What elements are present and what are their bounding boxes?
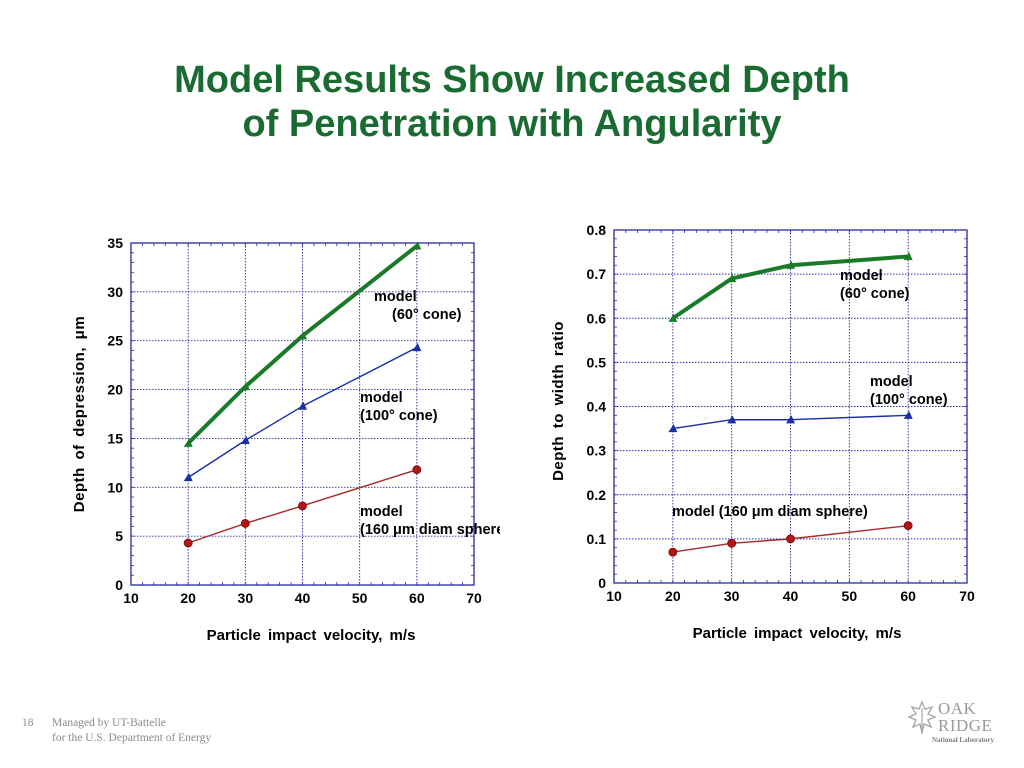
data-point-cone100 xyxy=(786,415,795,424)
data-point-cone100 xyxy=(298,401,307,410)
data-point-sphere xyxy=(183,538,193,548)
data-point-cone60 xyxy=(727,274,737,283)
x-tick-label: 50 xyxy=(352,590,368,606)
x-tick-label: 10 xyxy=(606,588,622,604)
x-tick-label: 70 xyxy=(959,588,975,604)
data-point-sphere xyxy=(786,534,795,544)
annotation-cone100: model xyxy=(870,374,913,390)
y-tick-label: 0.8 xyxy=(587,222,607,238)
annotation-cone60: model xyxy=(840,268,883,284)
y-tick-label: 0 xyxy=(115,577,123,593)
slide-title-line-1: Model Results Show Increased Depth xyxy=(174,59,850,101)
page-number: 18 xyxy=(22,717,34,729)
logo-word-oak: OAK xyxy=(938,699,977,718)
x-tick-label: 60 xyxy=(409,590,425,606)
logo-national-laboratory: National Laboratory xyxy=(932,736,995,744)
y-tick-label: 0.6 xyxy=(587,310,607,326)
x-tick-label: 50 xyxy=(842,588,858,604)
y-axis-label: Depth to width ratio xyxy=(550,321,567,481)
series-line-cone100 xyxy=(187,346,418,479)
y-axis-label: Depth of depression, μm xyxy=(71,316,88,512)
depth-of-depression-chart: 10 20 30 40 50 60 70 0 5 10 15 20 25 30 35 Particle imp… xyxy=(71,235,500,644)
footer-managed-by: Managed by UT-Battelle xyxy=(52,717,166,729)
x-tick-label: 60 xyxy=(900,588,916,604)
annotation-sphere: model xyxy=(360,504,403,520)
y-tick-label: 0.5 xyxy=(587,354,607,370)
annotation-cone100: (100° cone) xyxy=(870,392,948,408)
x-tick-label: 10 xyxy=(123,590,139,606)
data-point-sphere xyxy=(727,538,737,548)
x-tick-label: 20 xyxy=(665,588,681,604)
y-tick-label: 25 xyxy=(107,333,123,349)
y-tick-label: 0 xyxy=(598,575,606,591)
x-tick-label: 70 xyxy=(466,590,482,606)
data-point-cone60 xyxy=(183,438,193,447)
y-tick-label: 5 xyxy=(115,528,123,544)
y-tick-label: 20 xyxy=(107,382,123,398)
data-point-cone60 xyxy=(298,331,307,340)
x-axis-label: Particle impact velocity, m/s xyxy=(207,627,416,644)
slide-title: Model Results Show Increased Depth of Pe… xyxy=(0,58,1024,146)
y-tick-label: 30 xyxy=(107,284,123,300)
y-tick-label: 0.3 xyxy=(587,443,607,459)
series-line-cone100 xyxy=(672,414,909,430)
x-tick-label: 30 xyxy=(238,590,254,606)
y-tick-label: 0.4 xyxy=(587,399,607,415)
data-point-sphere xyxy=(240,519,250,528)
data-point-cone100 xyxy=(240,435,250,444)
data-point-sphere xyxy=(412,465,422,475)
data-point-sphere xyxy=(903,521,913,531)
annotation-sphere: (160 μm diam sphere) xyxy=(360,522,500,538)
data-point-cone60 xyxy=(668,313,678,322)
annotation-cone100: (100° cone) xyxy=(360,408,438,424)
series-line-cone60 xyxy=(671,254,909,320)
series-line-cone60 xyxy=(186,244,419,445)
oak-ridge-logo: OAK RIDGE National Laboratory xyxy=(908,698,1008,748)
slide-title-line-2: of Penetration with Angularity xyxy=(242,103,782,145)
data-point-sphere xyxy=(668,547,678,557)
data-point-cone100 xyxy=(903,410,913,419)
y-tick-label: 0.1 xyxy=(587,531,607,547)
x-tick-label: 20 xyxy=(180,590,196,606)
annotation-cone60: (60° cone) xyxy=(840,286,910,302)
data-point-cone100 xyxy=(183,473,193,482)
y-tick-label: 0.7 xyxy=(587,266,607,282)
x-tick-label: 30 xyxy=(724,588,740,604)
data-point-cone100 xyxy=(668,424,678,433)
x-axis-label: Particle impact velocity, m/s xyxy=(693,625,902,642)
series-line-sphere xyxy=(672,524,909,553)
y-tick-label: 10 xyxy=(107,479,123,495)
oak-leaf-icon xyxy=(908,700,936,734)
series-line-sphere xyxy=(187,469,418,544)
data-point-sphere xyxy=(298,501,307,511)
data-point-cone60 xyxy=(240,382,250,391)
data-point-cone60 xyxy=(786,260,795,269)
footer-department: for the U.S. Department of Energy xyxy=(52,732,212,744)
data-point-cone100 xyxy=(412,343,422,352)
data-point-cone100 xyxy=(727,415,737,424)
annotation-sphere: model (160 μm diam sphere) xyxy=(672,504,868,520)
y-tick-label: 35 xyxy=(107,235,123,251)
x-tick-label: 40 xyxy=(295,590,311,606)
data-point-cone60 xyxy=(903,251,913,261)
annotation-cone60: model xyxy=(374,289,417,305)
annotation-cone100: model xyxy=(360,390,403,406)
data-point-cone60 xyxy=(412,241,422,250)
logo-word-ridge: RIDGE xyxy=(938,716,993,735)
annotation-cone60: (60° cone) xyxy=(392,307,462,323)
y-tick-label: 0.2 xyxy=(587,487,607,503)
x-tick-label: 40 xyxy=(783,588,799,604)
y-tick-label: 15 xyxy=(107,430,123,446)
